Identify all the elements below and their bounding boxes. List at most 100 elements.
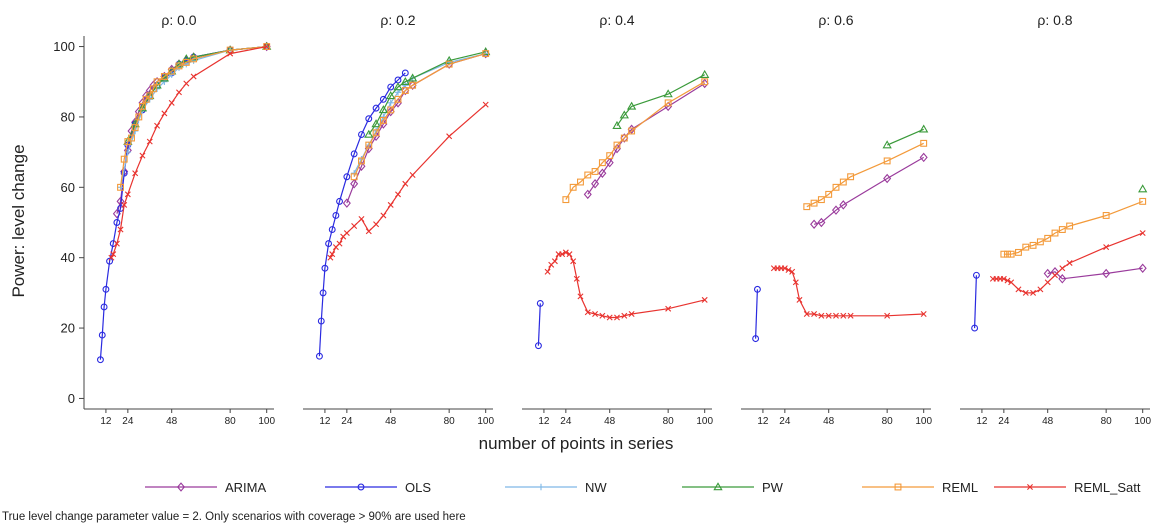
data-point <box>327 254 334 261</box>
data-point <box>329 251 336 258</box>
x-tick-label: 80 <box>225 416 237 427</box>
data-point <box>395 191 401 198</box>
data-point <box>1058 226 1066 233</box>
data-point <box>372 129 380 137</box>
data-point <box>832 183 840 191</box>
data-point <box>142 95 150 103</box>
data-point <box>380 212 387 219</box>
data-point <box>393 82 403 91</box>
series-pw <box>882 124 929 149</box>
series-ols <box>752 285 761 343</box>
data-point <box>825 190 833 198</box>
data-point <box>1000 275 1007 282</box>
data-point <box>379 117 387 124</box>
data-point <box>190 55 198 63</box>
data-point <box>481 47 491 56</box>
series-reml-satt <box>544 249 708 321</box>
data-point <box>387 106 395 114</box>
data-point <box>365 228 372 235</box>
data-point <box>121 201 128 208</box>
data-point <box>371 119 381 128</box>
data-point <box>752 335 760 343</box>
series-line <box>353 53 486 174</box>
data-point <box>536 299 544 307</box>
data-point <box>350 173 358 181</box>
data-point <box>544 268 551 275</box>
series-ols <box>971 271 980 332</box>
data-point <box>409 81 417 89</box>
x-tick-label: 12 <box>757 416 769 427</box>
data-point <box>1022 289 1029 296</box>
y-axis-label: Power: level change <box>9 144 28 297</box>
data-point <box>263 43 270 50</box>
data-point <box>628 311 635 317</box>
data-point <box>584 309 591 316</box>
data-point <box>701 78 709 86</box>
x-tick-label: 100 <box>258 416 275 427</box>
data-point <box>321 264 329 272</box>
data-point <box>612 120 622 129</box>
data-point <box>847 173 855 181</box>
legend-marker <box>357 483 365 491</box>
data-point <box>883 157 891 165</box>
data-point <box>132 170 139 177</box>
data-point <box>810 199 818 207</box>
x-tick-label: 48 <box>166 416 178 427</box>
data-point <box>570 258 577 265</box>
data-point <box>146 138 153 145</box>
data-point <box>145 85 154 96</box>
data-point <box>106 257 114 265</box>
data-point <box>1044 234 1052 242</box>
data-point <box>1015 248 1022 256</box>
data-point <box>562 249 569 256</box>
data-point <box>387 201 394 208</box>
data-point <box>839 178 847 186</box>
data-point <box>562 196 570 204</box>
data-point <box>583 189 592 200</box>
data-point <box>149 85 157 93</box>
data-point <box>351 223 358 230</box>
data-point <box>154 122 161 129</box>
data-point <box>137 103 148 112</box>
data-point <box>810 219 819 230</box>
data-point <box>882 140 892 149</box>
data-point <box>1004 250 1011 258</box>
data-point <box>700 78 709 89</box>
data-point <box>534 342 542 350</box>
data-point <box>168 67 176 75</box>
legend-marker <box>1027 484 1033 490</box>
data-point <box>1015 286 1022 293</box>
data-point <box>482 50 490 58</box>
x-tick-label: 12 <box>538 416 550 427</box>
series-ols <box>315 69 409 360</box>
data-point <box>135 113 143 121</box>
series-arima <box>583 78 709 200</box>
legend-item-pw: PW <box>682 480 784 495</box>
series-arima <box>1043 263 1147 284</box>
data-point <box>181 54 191 63</box>
x-tick-label: 12 <box>100 416 112 427</box>
legend-item-reml-satt: REML_Satt <box>994 480 1141 495</box>
data-point <box>124 138 132 146</box>
data-point <box>919 152 928 163</box>
data-point <box>124 191 131 198</box>
data-point <box>117 183 124 191</box>
data-point <box>584 171 592 179</box>
data-point <box>614 314 620 321</box>
x-tick-label: 80 <box>663 416 675 427</box>
data-point <box>343 173 351 181</box>
data-point <box>386 106 395 117</box>
panel-3: ρ: 0.4 12 24 48 80 100 <box>522 12 713 427</box>
panel-title: ρ: 0.6 <box>818 12 853 28</box>
data-point <box>1029 241 1037 249</box>
series-line <box>119 46 267 188</box>
data-point <box>387 83 395 91</box>
data-point <box>328 226 336 233</box>
data-point <box>789 268 796 275</box>
data-point <box>883 173 892 184</box>
panel-2: ρ: 0.2 12 24 48 80 100 <box>303 12 494 427</box>
data-point <box>591 179 600 189</box>
data-point <box>664 99 672 107</box>
data-point <box>445 60 453 68</box>
data-point <box>884 312 891 319</box>
